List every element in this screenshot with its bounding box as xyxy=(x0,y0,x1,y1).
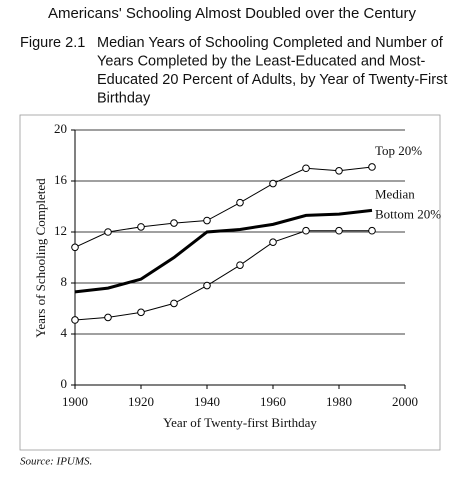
point xyxy=(236,261,244,269)
point xyxy=(236,198,244,207)
y-tick-label: 8 xyxy=(61,274,68,289)
point xyxy=(104,313,112,322)
x-tick-label: 1980 xyxy=(326,394,352,409)
caption-line: Years Completed by the Least-Educated an… xyxy=(97,53,425,69)
source: Source: IPUMS. xyxy=(20,456,92,468)
caption-line: Median Years of Schooling Completed and … xyxy=(97,35,444,51)
point xyxy=(335,226,343,235)
x-axis-title: Year of Twenty-first Birthday xyxy=(163,415,317,430)
series-line xyxy=(74,166,373,248)
y-tick-label: 20 xyxy=(54,121,67,136)
series-label: Bottom 20% xyxy=(375,207,441,222)
header: Americans' Schooling Almost Doubled over… xyxy=(48,5,417,22)
x-tick-label: 2000 xyxy=(392,394,418,409)
point xyxy=(104,228,112,236)
x-tick-label: 1960 xyxy=(260,394,286,409)
point xyxy=(203,216,211,225)
x-tick-label: 1940 xyxy=(194,394,220,409)
caption-line: Educated 20 Percent of Adults, by Year o… xyxy=(97,72,447,88)
point xyxy=(335,167,343,175)
y-tick-label: 0 xyxy=(61,376,68,391)
y-tick-label: 12 xyxy=(54,223,67,238)
series-label: Median xyxy=(375,186,415,201)
point xyxy=(302,164,310,173)
point xyxy=(269,238,277,246)
point xyxy=(137,223,145,231)
y-tick-label: 4 xyxy=(61,325,68,340)
point xyxy=(71,243,79,252)
y-tick-label: 16 xyxy=(54,172,68,187)
point xyxy=(170,219,178,227)
x-tick-label: 1900 xyxy=(62,394,88,409)
point xyxy=(368,163,376,171)
point xyxy=(368,226,376,235)
series-line xyxy=(74,230,372,321)
caption-line: Birthday xyxy=(97,90,151,106)
point xyxy=(302,226,310,235)
point xyxy=(269,179,277,188)
x-tick-label: 1920 xyxy=(128,394,154,409)
series-label: Top 20% xyxy=(375,143,422,158)
point xyxy=(71,316,79,324)
y-axis-title: Years of Schooling Completed xyxy=(33,178,48,338)
point xyxy=(203,281,211,290)
figure-label: Figure 2.1 xyxy=(20,35,85,51)
point xyxy=(137,308,145,317)
frame xyxy=(19,114,441,451)
series-line xyxy=(74,208,373,294)
point xyxy=(170,299,178,308)
